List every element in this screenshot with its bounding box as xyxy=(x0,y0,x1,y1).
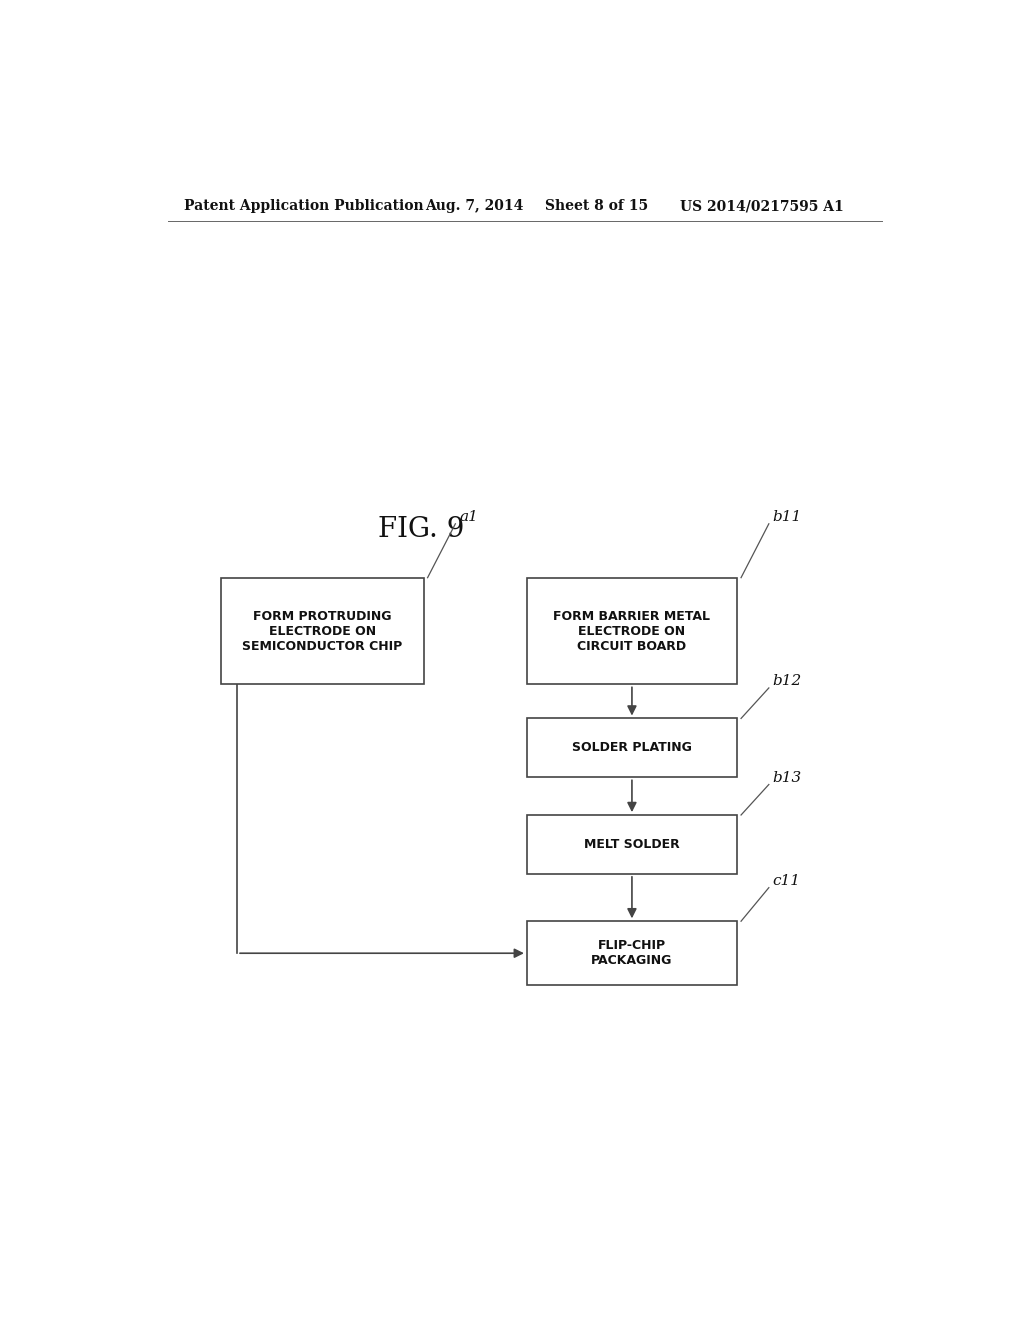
Text: Sheet 8 of 15: Sheet 8 of 15 xyxy=(545,199,648,213)
FancyBboxPatch shape xyxy=(526,814,737,874)
Text: b11: b11 xyxy=(773,510,802,524)
Text: MELT SOLDER: MELT SOLDER xyxy=(584,838,680,851)
Text: b12: b12 xyxy=(773,675,802,688)
Text: FLIP-CHIP
PACKAGING: FLIP-CHIP PACKAGING xyxy=(591,940,673,968)
FancyBboxPatch shape xyxy=(526,578,737,684)
Text: FIG. 9: FIG. 9 xyxy=(379,516,465,543)
Text: FORM BARRIER METAL
ELECTRODE ON
CIRCUIT BOARD: FORM BARRIER METAL ELECTRODE ON CIRCUIT … xyxy=(553,610,711,652)
FancyBboxPatch shape xyxy=(526,718,737,777)
Text: Aug. 7, 2014: Aug. 7, 2014 xyxy=(426,199,524,213)
Text: b13: b13 xyxy=(773,771,802,784)
FancyBboxPatch shape xyxy=(221,578,424,684)
Text: a1: a1 xyxy=(460,510,478,524)
Text: c11: c11 xyxy=(773,874,801,887)
Text: FORM PROTRUDING
ELECTRODE ON
SEMICONDUCTOR CHIP: FORM PROTRUDING ELECTRODE ON SEMICONDUCT… xyxy=(243,610,402,652)
Text: US 2014/0217595 A1: US 2014/0217595 A1 xyxy=(680,199,844,213)
FancyBboxPatch shape xyxy=(526,921,737,985)
Text: Patent Application Publication: Patent Application Publication xyxy=(183,199,423,213)
Text: SOLDER PLATING: SOLDER PLATING xyxy=(572,742,692,755)
